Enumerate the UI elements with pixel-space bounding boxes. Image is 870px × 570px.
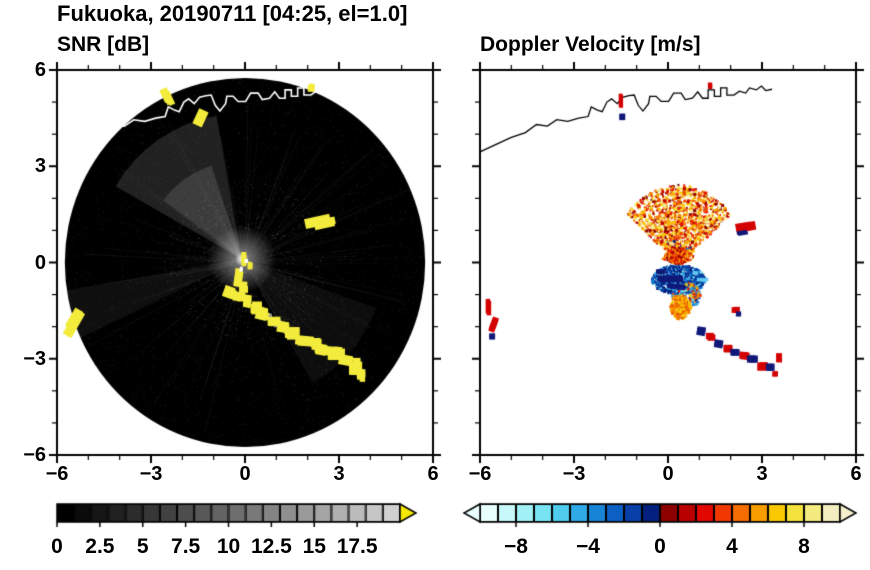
colorbar-tick-label: 0: [654, 535, 666, 558]
x-tick-label: −3: [139, 463, 163, 485]
colorbar-tick-label: 10: [216, 535, 241, 558]
colorbar-tick-label: 2.5: [85, 535, 115, 558]
colorbar-tick-label: 7.5: [171, 535, 201, 558]
x-tick-label: −6: [45, 463, 69, 485]
x-tick-label: −3: [562, 463, 586, 485]
x-tick-label: 0: [239, 463, 251, 485]
velocity-panel-title: Doppler Velocity [m/s]: [480, 33, 701, 56]
colorbar-tick-label: 4: [726, 535, 738, 558]
colorbar-tick-label: 0: [51, 535, 63, 558]
y-tick-label: 3: [34, 155, 46, 178]
colorbar-tick-label: 12.5: [250, 535, 292, 558]
x-tick-label: 6: [850, 463, 862, 485]
colorbar-tick-label: −8: [504, 535, 528, 558]
x-tick-label: 3: [756, 463, 768, 485]
x-tick-label: 3: [333, 463, 345, 485]
figure-title: Fukuoka, 20190711 [04:25, el=1.0]: [57, 1, 408, 26]
y-tick-label: 6: [34, 59, 46, 81]
y-tick-label: −6: [23, 444, 46, 466]
colorbar-tick-label: −4: [576, 535, 600, 558]
y-tick-label: 0: [34, 251, 46, 274]
colorbar-tick-label: 8: [798, 535, 810, 558]
x-tick-label: −6: [468, 463, 492, 485]
y-tick-label: −3: [23, 347, 46, 370]
colorbar-tick-label: 5: [136, 535, 149, 558]
snr-panel-title: SNR [dB]: [57, 33, 150, 56]
colorbar-tick-label: 17.5: [336, 535, 378, 558]
x-tick-label: 6: [427, 463, 439, 485]
colorbar-tick-label: 15: [302, 535, 326, 558]
x-tick-label: 0: [662, 463, 674, 485]
